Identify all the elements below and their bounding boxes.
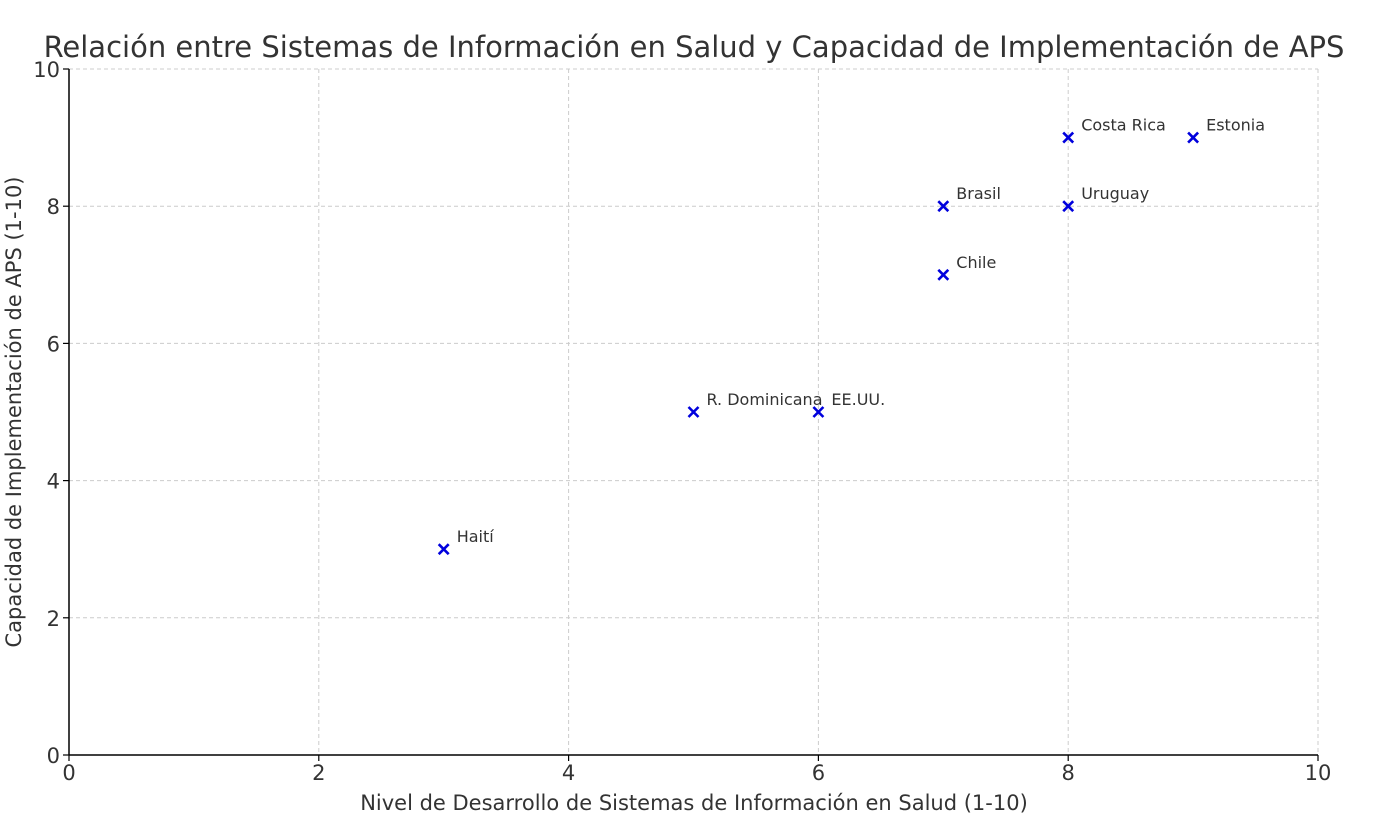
x-tick-label: 6 [812,761,825,785]
marker-stroke [687,406,700,418]
y-tick-label: 4 [47,470,60,494]
y-tick-label: 2 [47,607,60,631]
y-tick-label: 0 [47,744,60,768]
marker-stroke [1062,200,1075,213]
y-tick-label: 10 [33,58,60,82]
point-label: Haití [457,527,495,546]
y-tick-label: 6 [47,332,60,356]
point-label: Estonia [1206,116,1265,135]
data-point [1062,200,1075,213]
axes [68,69,1318,756]
marker-stroke [812,406,825,418]
marker-stroke [1062,131,1075,144]
marker-stroke [437,543,450,556]
data-point [687,406,700,418]
point-label: Chile [956,253,996,272]
y-tick-label: 8 [47,195,60,219]
data-point [1062,131,1075,144]
data-point [437,543,450,556]
marker-stroke [937,268,950,281]
data-points: Estonia Costa Rica Brasil Chile Uruguay EE.UU… [437,116,1265,556]
point-label: EE.UU. [831,390,885,409]
x-tick-label: 2 [312,761,325,785]
data-point [1187,131,1200,144]
x-axis-label: Nivel de Desarrollo de Sistemas de Infor… [360,791,1028,815]
data-point [937,200,950,213]
y-axis-label: Capacidad de Implementación de APS (1-10… [2,177,26,648]
x-tick-label: 0 [62,761,75,785]
x-axis-ticks: 0 2 4 6 8 10 [62,755,1331,785]
x-tick-label: 8 [1062,761,1075,785]
point-label: Costa Rica [1081,116,1166,135]
x-tick-label: 10 [1305,761,1332,785]
chart-title: Relación entre Sistemas de Información e… [44,30,1345,64]
marker-stroke [937,200,950,213]
data-point [937,268,950,281]
data-point [812,406,825,418]
point-label: Brasil [956,184,1001,203]
y-axis-ticks: 0 2 4 6 8 10 [33,58,69,768]
point-label: Uruguay [1081,184,1149,203]
grid [69,68,1319,755]
point-label: R. Dominicana [707,390,823,409]
marker-stroke [1187,131,1200,144]
x-tick-label: 4 [562,761,575,785]
